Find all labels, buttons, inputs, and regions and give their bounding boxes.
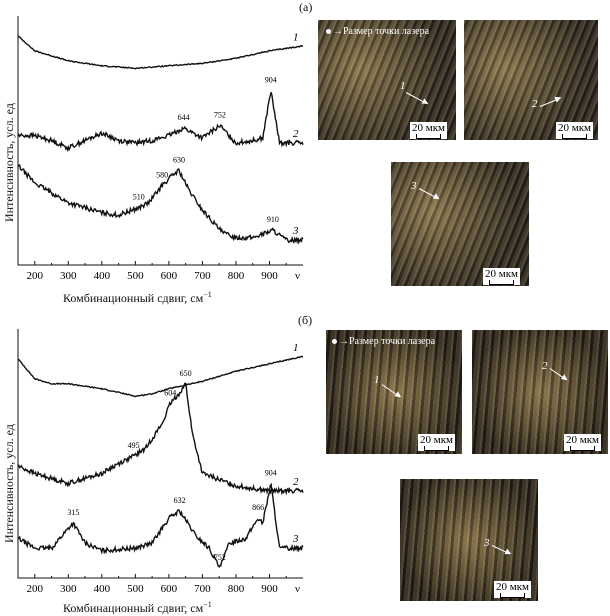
peak-label: 866 [252,503,264,512]
raman-chart-a: 200 300 400 500 600 700 800 900 ν 1 2 3 644 752 904 630… [17,16,304,282]
laser-spot-dot [332,339,337,345]
arrow-icon [405,92,428,105]
micrograph-b3: 3 20 мкм [400,479,538,601]
scale-bar: 20 мкм [564,434,602,451]
laser-spot-dot [326,29,331,35]
series-label-3: 3 [292,533,299,545]
x-tick-label: 600 [161,583,178,595]
series-label-2: 2 [293,476,299,488]
micrograph-b2: 2 20 мкм [472,330,608,454]
laser-spot-legend: →Размер точки лазера [332,336,435,347]
peak-label: 904 [265,76,277,85]
marker-2: 2 [532,98,538,110]
x-tick-label: 800 [228,270,245,282]
x-tick-label: 500 [127,270,144,282]
xlabel-a: Комбинационный сдвиг, см−1 [63,290,212,305]
peak-label: 580 [156,170,168,179]
marker-3: 3 [484,537,490,549]
x-tick-label: 900 [261,270,278,282]
laser-spot-legend: →Размер точки лазера [326,26,429,37]
x-tick-label: 200 [27,583,44,595]
panel-a-tag: (а) [299,0,313,14]
series-label-3: 3 [292,225,299,237]
raman-chart-b: 200 300 400 500 600 700 800 900 ν 1 2 3 650 604 495 315… [17,329,304,595]
x-tick-label: 700 [194,270,211,282]
series-line-3 [17,482,304,569]
x-tick-label: 700 [194,583,211,595]
series-label-1: 1 [293,31,299,43]
peak-label: 495 [128,441,140,450]
arrow-icon [549,368,567,381]
x-tick-label: 600 [161,270,178,282]
micrograph-a1: →Размер точки лазера 1 20 мкм [318,20,456,140]
series-line-3 [17,163,304,245]
arrow-icon [381,384,401,398]
x-tick-label: 400 [94,270,111,282]
nu-symbol: ν [295,583,300,595]
arrow-icon [539,97,561,107]
x-tick-label: 300 [60,270,77,282]
series-label-2: 2 [293,128,299,140]
peak-label: 904 [265,468,277,477]
xlabel-b: Комбинационный сдвиг, см−1 [63,600,212,615]
scale-bar: 20 мкм [556,122,594,139]
peak-label: 630 [173,155,185,164]
peak-label: 644 [178,113,190,122]
marker-2: 2 [542,360,548,372]
marker-1: 1 [400,80,406,92]
series-line-1 [17,35,304,70]
series-line-2 [17,382,304,496]
x-tick-label: 900 [261,583,278,595]
micrograph-a2: 2 20 мкм [464,20,598,140]
nu-symbol: ν [295,270,300,282]
scale-bar: 20 мкм [418,434,456,451]
x-tick-label: 200 [27,270,44,282]
marker-1: 1 [374,374,380,386]
peak-label: 910 [267,215,279,224]
series-line-1 [17,355,304,398]
scale-bar: 20 мкм [410,122,448,139]
x-tick-label: 800 [228,583,245,595]
peak-label: 510 [133,193,145,202]
peak-label: 752 [214,111,226,120]
scale-bar: 20 мкм [494,581,532,598]
arrow-icon [491,545,511,555]
peak-label: 752 [214,553,226,562]
x-tick-label: 400 [94,583,111,595]
marker-3: 3 [411,180,417,192]
x-tick-label: 300 [60,583,77,595]
panel-b-tag: (б) [298,313,313,327]
series-label-1: 1 [293,342,299,354]
scale-bar: 20 мкм [483,268,521,285]
peak-label: 315 [67,508,79,517]
micrograph-a3: 3 20 мкм [391,162,529,286]
peak-label: 604 [164,389,176,398]
x-tick-label: 500 [127,583,144,595]
micrograph-b1: →Размер точки лазера 1 20 мкм [326,330,462,454]
series-line-2 [17,92,304,152]
arrow-icon [418,188,439,200]
peak-label: 632 [174,496,186,505]
peak-label: 650 [180,369,192,378]
